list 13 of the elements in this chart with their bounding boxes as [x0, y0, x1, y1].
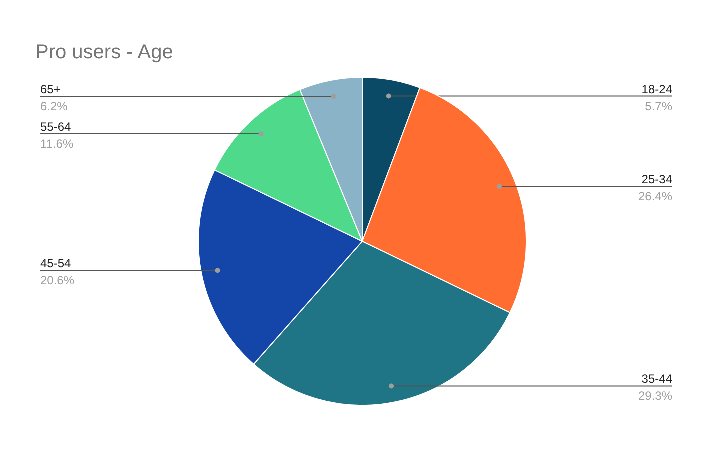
slice-label: 35-44 [642, 372, 673, 386]
data-label: 11.6% [40, 137, 74, 152]
slice-label: 25-34 [642, 172, 673, 187]
slice-label: 55-64 [40, 120, 72, 134]
data-label: 29.3% [638, 389, 673, 404]
slice-label: 45-54 [40, 256, 72, 271]
chart-title: Pro users - Age [36, 42, 174, 64]
data-label: 6.2% [40, 100, 68, 114]
data-label: 5.7% [645, 99, 673, 114]
data-label: 26.4% [638, 190, 673, 204]
slice-label: 65+ [40, 82, 61, 97]
data-label: 20.6% [40, 274, 75, 288]
slice-label: 18-24 [642, 82, 673, 96]
